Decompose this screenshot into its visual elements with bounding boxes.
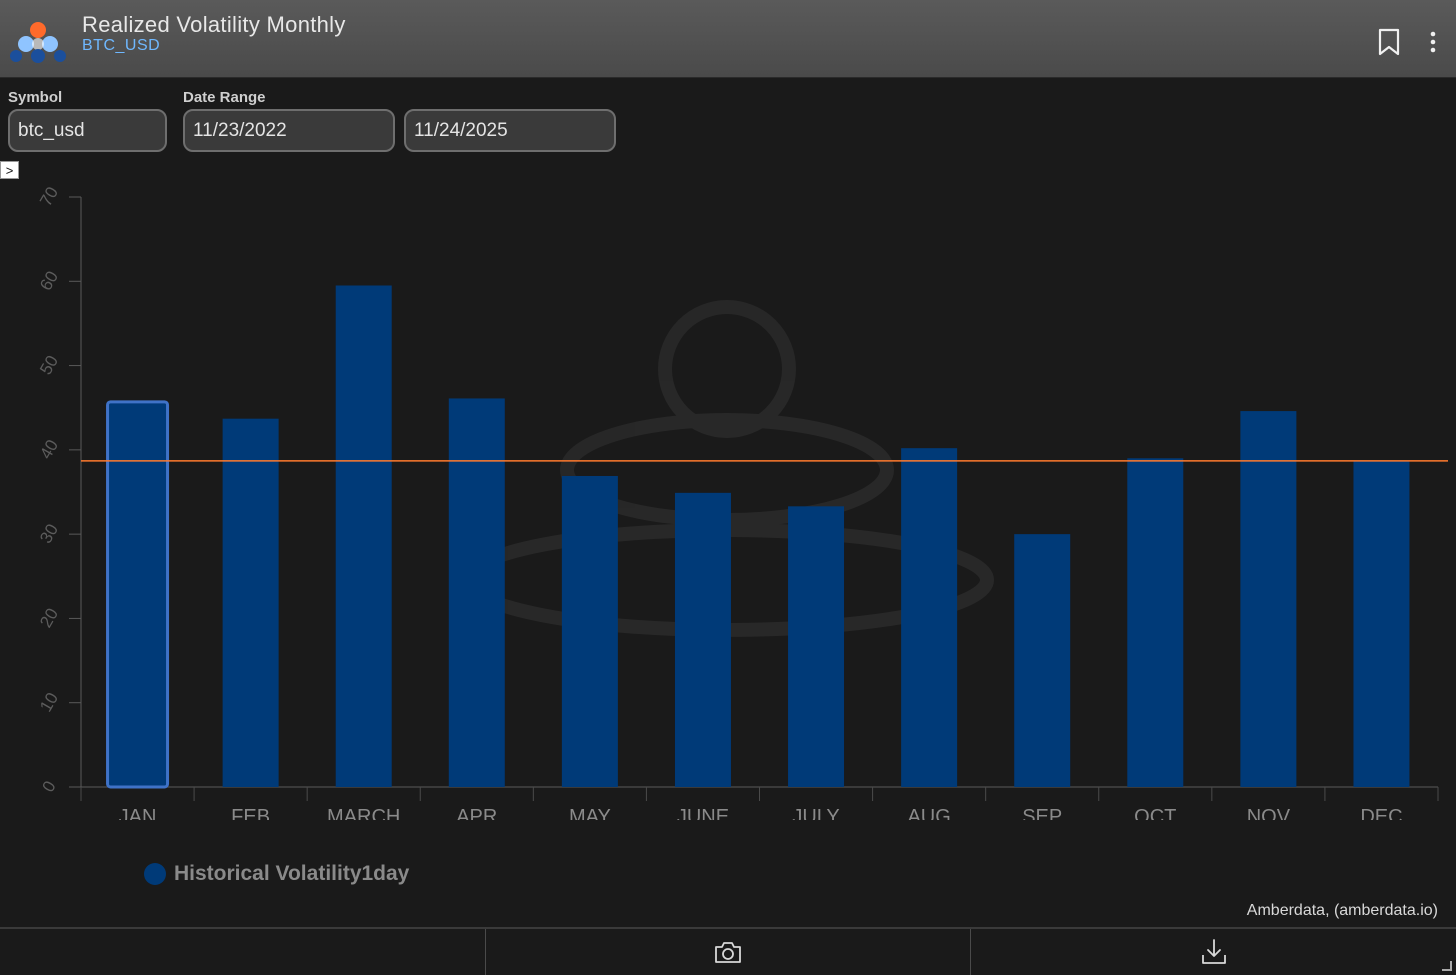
x-tick-label: FEB — [231, 806, 270, 820]
bar-jan[interactable] — [106, 400, 170, 789]
data-credit: Amberdata, (amberdata.io) — [1246, 902, 1438, 919]
x-tick-label: MAY — [569, 806, 611, 820]
y-tick-label: 0 — [39, 778, 60, 796]
bar-june[interactable] — [674, 492, 731, 787]
chart-legend[interactable]: Historical Volatility1day — [144, 862, 409, 886]
legend-marker — [144, 863, 166, 885]
x-tick-label: AUG — [907, 806, 950, 820]
symbol-label: Symbol — [8, 89, 63, 106]
bar-march[interactable] — [335, 285, 392, 788]
end-date-input[interactable] — [404, 109, 616, 152]
legend-label: Historical Volatility1day — [174, 862, 410, 885]
amberdata-logo-icon — [10, 22, 66, 63]
x-tick-label: JUNE — [677, 806, 729, 820]
bar-may[interactable] — [561, 475, 618, 787]
panel-footer — [0, 927, 1456, 975]
bar-july[interactable] — [788, 506, 845, 787]
more-vertical-icon[interactable] — [1422, 28, 1444, 56]
bar-apr[interactable] — [448, 398, 505, 787]
start-date-input[interactable] — [183, 109, 395, 152]
footer-cell-empty — [0, 929, 486, 975]
chevron-right-icon[interactable]: > — [0, 161, 19, 179]
y-tick-label: 70 — [36, 184, 62, 210]
resize-handle-icon[interactable] — [1442, 961, 1453, 971]
bookmark-icon[interactable] — [1376, 27, 1402, 57]
bar-sep[interactable] — [1014, 534, 1071, 787]
x-tick-label: NOV — [1247, 806, 1291, 820]
volatility-bar-chart: 0 10 20 30 40 50 60 70 JAN FEB MARCH APR MAY JUNE JUL… — [36, 184, 1448, 820]
x-tick-label: DEC — [1360, 806, 1402, 820]
x-tick-label: SEP — [1022, 806, 1062, 820]
download-icon — [1201, 939, 1226, 964]
symbol-input[interactable] — [8, 109, 167, 152]
bar-feb[interactable] — [222, 418, 279, 787]
screenshot-button[interactable] — [486, 929, 972, 975]
y-tick-label: 40 — [36, 436, 62, 462]
panel-header: Realized Volatility Monthly BTC_USD — [0, 0, 1456, 78]
page-subtitle: BTC_USD — [82, 37, 161, 54]
x-tick-label: APR — [456, 806, 497, 820]
bar-aug[interactable] — [901, 448, 958, 787]
y-tick-label: 30 — [36, 521, 62, 547]
y-tick-label: 60 — [36, 268, 62, 294]
camera-icon — [715, 942, 741, 963]
y-tick-label: 20 — [36, 605, 62, 631]
page-title: Realized Volatility Monthly — [82, 12, 346, 37]
y-tick-label: 10 — [36, 689, 62, 715]
x-tick-label: OCT — [1134, 806, 1176, 820]
x-tick-label: JULY — [792, 806, 839, 820]
y-tick-label: 50 — [36, 352, 62, 378]
x-tick-label: MARCH — [327, 806, 400, 820]
download-button[interactable] — [971, 929, 1456, 975]
date-range-label: Date Range — [183, 89, 266, 106]
bar-nov[interactable] — [1240, 411, 1297, 787]
x-tick-label: JAN — [119, 806, 157, 820]
bar-dec[interactable] — [1353, 460, 1410, 787]
bar-oct[interactable] — [1127, 458, 1184, 787]
